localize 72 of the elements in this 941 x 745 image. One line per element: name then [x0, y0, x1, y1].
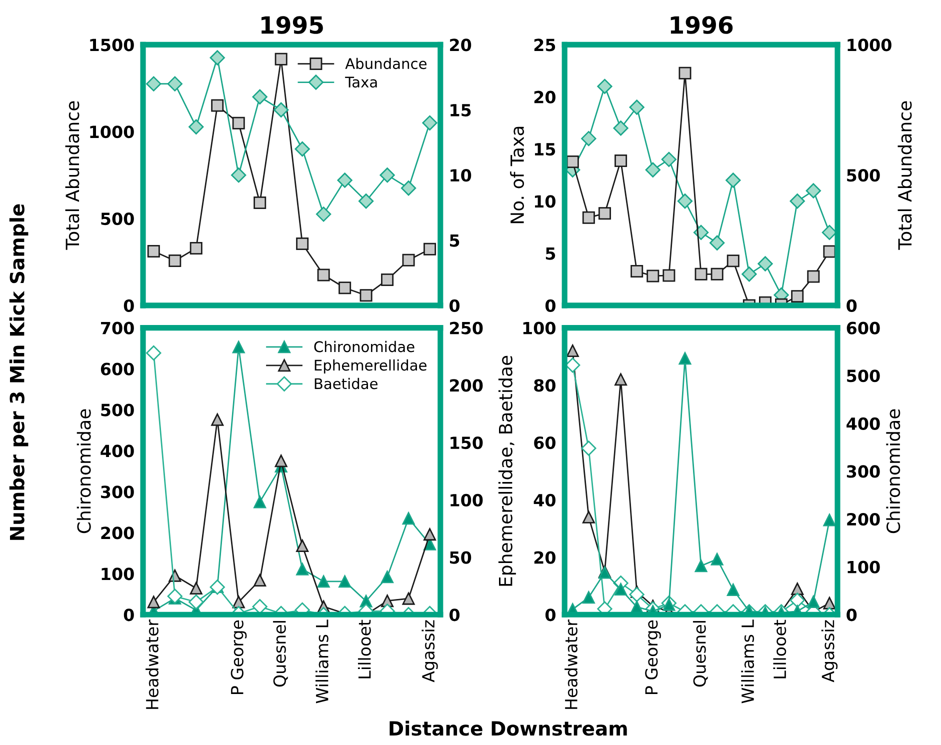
text: Number per 3 Min Kick Sample — [9, 204, 28, 540]
y2-tick-label: 200 — [847, 512, 880, 526]
y-tick-label: 40 — [534, 494, 556, 506]
y-tick-label: 15 — [534, 143, 556, 156]
y-axis-title: Ephemerellidae, Baetidae — [498, 356, 516, 586]
x-tick-label: Quesnel — [273, 621, 288, 687]
y-tick-label: 0 — [545, 299, 556, 312]
y2-tick-label: 20 — [450, 38, 472, 52]
y2-tick-label: 50 — [450, 551, 472, 564]
y-tick-label: 10 — [534, 195, 556, 208]
x-tick-label: Headwater — [564, 619, 578, 709]
y2-tick-label: 10 — [450, 169, 472, 182]
y-tick-label: 5 — [546, 247, 556, 260]
y-axis-title: Chironomidae — [76, 409, 91, 534]
y-tick-label: 20 — [534, 551, 556, 564]
y-tick-label: 700 — [101, 322, 134, 334]
x-tick-label: P George — [230, 620, 247, 694]
y-tick-label: 600 — [100, 362, 134, 376]
y2-tick-label: 0 — [846, 299, 857, 312]
x-tick-label: Quesnel — [692, 621, 708, 687]
y-tick-label: 300 — [101, 486, 134, 498]
x-tick-label: Lillooet — [358, 620, 371, 678]
y-tick-label: 0 — [124, 299, 134, 312]
y-axis-title: No. of Taxa — [510, 126, 524, 224]
x-tick-label: Lillooet — [773, 620, 786, 678]
y2-tick-label: 150 — [450, 436, 483, 450]
y2-tick-label: 0 — [846, 608, 857, 622]
x-tick-label: P George — [645, 620, 661, 694]
y2-tick-label: 500 — [847, 370, 880, 382]
legend-label: Baetidae — [314, 378, 378, 390]
y2-tick-label: 500 — [847, 169, 880, 182]
legend-label: Chironomidae — [314, 340, 414, 352]
legend-label: Ephemerellidae — [314, 359, 426, 374]
legend-label: Abundance — [345, 58, 426, 70]
y-tick-label: 1500 — [90, 38, 134, 52]
y-tick-label: 1000 — [90, 126, 134, 138]
y-tick-label: 500 — [101, 404, 134, 416]
x-tick-label: Williams L — [741, 620, 754, 704]
x-tick-label: Agassiz — [821, 620, 838, 682]
y2-tick-label: 15 — [450, 104, 471, 116]
y-tick-label: 100 — [102, 568, 134, 580]
y-tick-label: 0 — [545, 608, 556, 622]
y2-tick-label: 250 — [450, 322, 483, 334]
text: Distance Downstream — [390, 720, 627, 736]
chart-title: 1995 — [262, 16, 323, 34]
y2-tick-label: 300 — [846, 465, 880, 478]
y2-tick-label: 100 — [848, 560, 880, 574]
y-tick-label: 0 — [124, 608, 134, 622]
y-tick-label: 500 — [101, 212, 134, 226]
y-tick-label: 60 — [534, 436, 556, 450]
y-tick-label: 100 — [523, 322, 556, 334]
y2-axis-title: Chironomidae — [886, 409, 900, 534]
y2-tick-label: 0 — [450, 299, 460, 312]
y2-tick-label: 100 — [450, 494, 483, 506]
y2-tick-label: 400 — [846, 417, 880, 430]
y2-tick-label: 200 — [450, 379, 483, 392]
y-tick-label: 25 — [534, 38, 556, 52]
y2-tick-label: 0 — [450, 608, 460, 622]
legend-label: Taxa — [345, 76, 377, 88]
y2-tick-label: 1000 — [848, 38, 892, 52]
x-tick-label: Headwater — [146, 619, 158, 709]
chart-title: 1996 — [670, 16, 733, 34]
y2-tick-label: 600 — [846, 322, 880, 334]
y-axis-title: Total Abundance — [65, 101, 80, 250]
x-tick-label: Williams L — [316, 620, 328, 704]
y-tick-label: 80 — [534, 379, 556, 392]
y-tick-label: 400 — [100, 444, 134, 458]
y2-tick-label: 5 — [450, 234, 460, 247]
y-tick-label: 20 — [534, 90, 556, 104]
x-tick-label: Agassiz — [422, 620, 438, 682]
y2-axis-title: Total Abundance — [898, 101, 912, 250]
y-tick-label: 200 — [101, 526, 134, 540]
